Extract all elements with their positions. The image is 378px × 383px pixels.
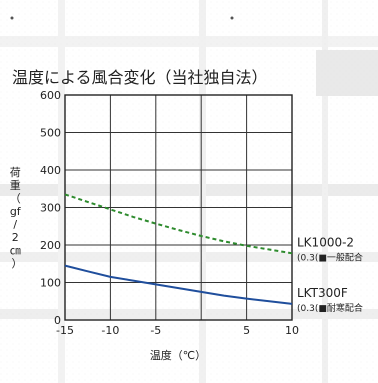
y-tick-label: 600 xyxy=(40,89,61,102)
scan-dot xyxy=(230,16,234,20)
x-tick-label: 10 xyxy=(285,324,299,337)
y-axis-label: 荷 重 （ gf / 2 ㎝ ） xyxy=(10,166,25,270)
series-sublabel: (0.3(■一般配合 xyxy=(297,251,363,263)
x-tick-label: -10 xyxy=(101,324,119,337)
y-tick-label: 0 xyxy=(54,314,61,327)
y-tick-label: 100 xyxy=(40,277,61,290)
x-tick-label: -15 xyxy=(56,324,74,337)
series-label: LKT300F xyxy=(297,286,348,300)
scan-dot xyxy=(10,16,14,20)
x-axis-label: 温度（℃） xyxy=(150,348,206,362)
series-line-lkt300f xyxy=(64,264,293,305)
chart-title: 温度による風合変化（当社独自法） xyxy=(12,68,268,87)
svg-text:荷 重 （ gf: 荷 重 （ gf / 2 ㎝ ） xyxy=(10,166,25,270)
series-label: LK1000-2 xyxy=(297,235,354,249)
plot-area: 0 100 200 300 400 500 600 -15 -10 -5 5 10 xyxy=(40,89,299,337)
y-tick-label: 400 xyxy=(40,164,61,177)
x-tick-label: -5 xyxy=(150,324,161,337)
x-tick-label: 5 xyxy=(243,324,250,337)
series-sublabel: (0.3(■耐寒配合 xyxy=(297,302,363,314)
y-tick-label: 500 xyxy=(40,127,61,140)
plot-frame xyxy=(64,94,293,321)
y-tick-label: 300 xyxy=(40,202,61,215)
y-tick-label: 200 xyxy=(40,239,61,252)
series-labels: LK1000-2 (0.3(■一般配合 LKT300F (0.3(■耐寒配合 xyxy=(297,235,363,314)
series-line-lk1000-2 xyxy=(64,193,293,255)
